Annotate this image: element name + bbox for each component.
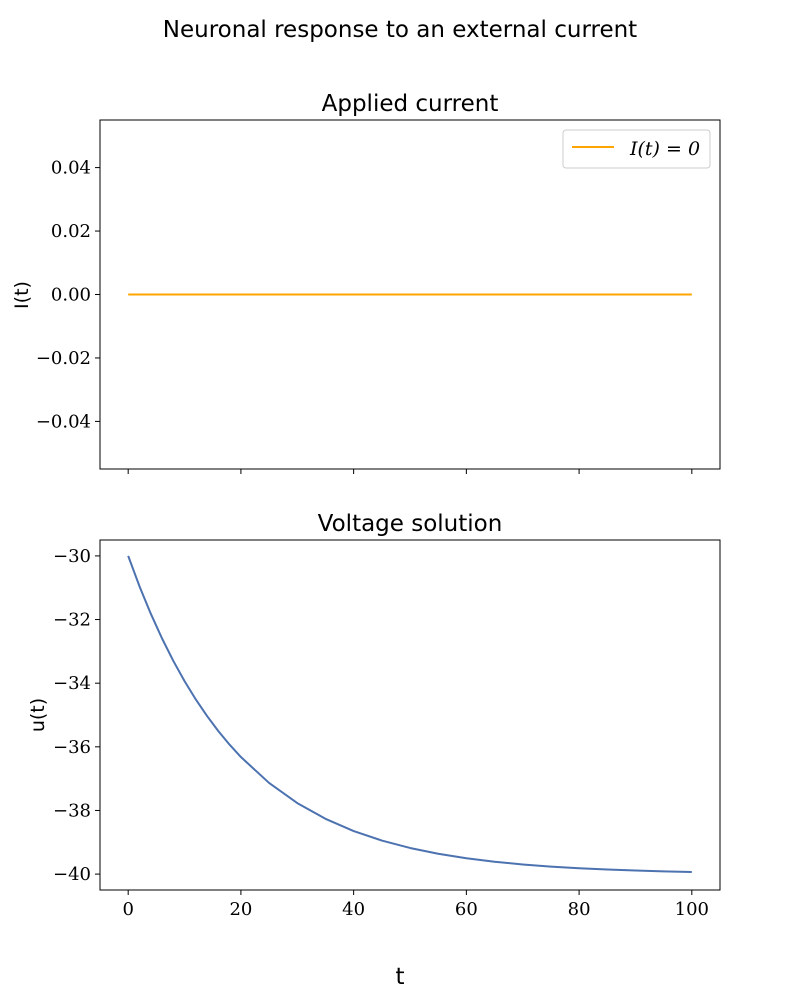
marks-layer: −40 −38 −36 −34 −32 −30 0 20 40 60 80 100 (53, 546, 709, 920)
x-tick-label: 0 (122, 899, 133, 920)
series-line (127, 555, 692, 873)
y-tick-label: −38 (53, 800, 91, 821)
legend-label: I(t) = 0 (629, 138, 700, 160)
y-tick-label: −0.04 (36, 411, 91, 432)
voltage-solution-panel: Voltage solution u(t) −40 −38 −36 −34 −32 −30… (27, 511, 721, 920)
y-axis-label: I(t) (11, 281, 33, 309)
y-tick-label: 0.02 (51, 221, 91, 242)
x-tick-label: 80 (568, 899, 591, 920)
axes-frame (99, 539, 721, 891)
x-tick-label: 60 (455, 899, 478, 920)
y-axis-label: u(t) (27, 698, 49, 732)
panel-title: Applied current (322, 91, 499, 117)
x-tick-label: 40 (342, 899, 365, 920)
x-tick-label: 20 (229, 899, 252, 920)
y-tick-label: −40 (53, 864, 91, 885)
figure-title: Neuronal response to an external current (163, 17, 637, 43)
y-tick-label: 0.00 (51, 285, 91, 306)
marks-layer: −0.04 −0.02 0.00 0.02 0.04 (36, 158, 693, 474)
y-tick-label: −34 (53, 673, 91, 694)
legend-box (562, 129, 711, 169)
y-tick-label: −36 (53, 737, 91, 758)
y-tick-label: −0.02 (36, 348, 91, 369)
y-tick-label: −30 (53, 546, 91, 567)
x-tick-label: 100 (675, 899, 709, 920)
applied-current-panel: Applied current I(t) −0.04 −0.02 0.00 0.02 0… (11, 91, 721, 474)
shared-x-axis-label: t (395, 964, 404, 990)
legend: I(t) = 0 (562, 129, 711, 169)
panel-title: Voltage solution (318, 511, 503, 537)
y-tick-label: −32 (53, 610, 91, 631)
axes-frame (99, 119, 721, 470)
y-tick-label: 0.04 (51, 158, 91, 179)
